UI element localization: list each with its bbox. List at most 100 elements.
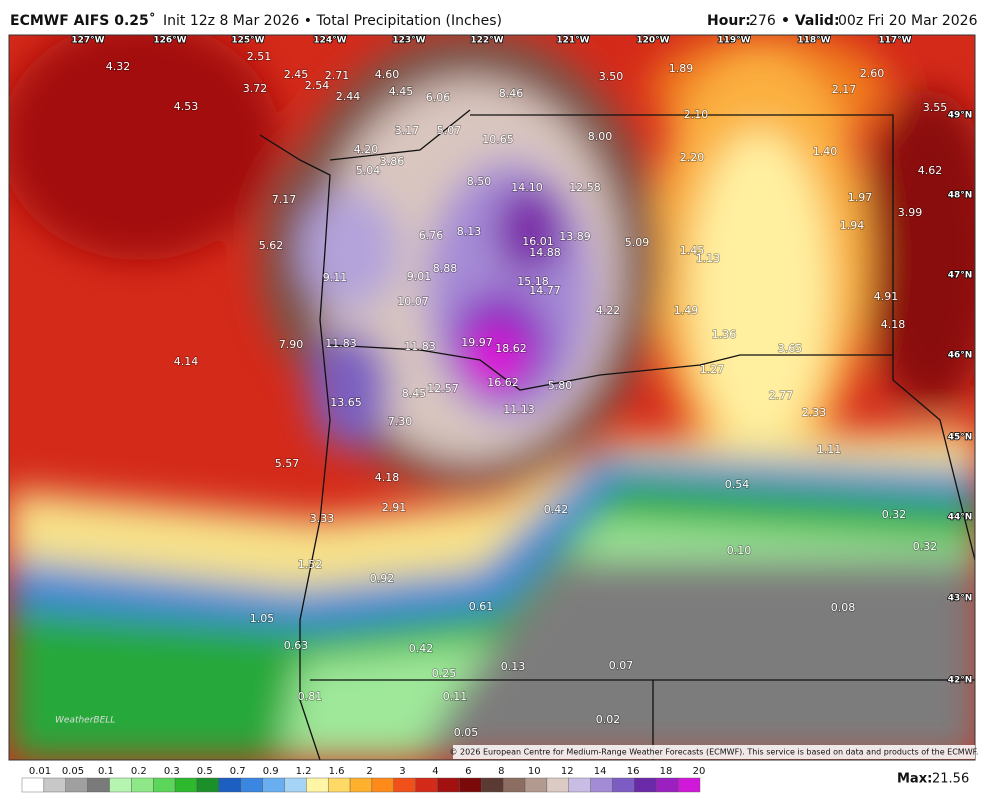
precip-value: 7.90	[279, 338, 304, 351]
precip-value: 10.65	[482, 133, 514, 146]
colorbar-swatch	[284, 777, 307, 793]
colorbar-swatch	[262, 777, 285, 793]
colorbar-swatch	[196, 777, 220, 793]
precip-value: 0.10	[727, 544, 752, 557]
precip-value: 1.49	[674, 304, 699, 317]
precip-value: 8.13	[457, 225, 482, 238]
longitude-label: 119°W	[717, 36, 750, 46]
precip-value: 8.00	[588, 130, 613, 143]
precip-value: 1.52	[298, 558, 323, 571]
precip-value: 0.42	[409, 642, 434, 655]
precip-value: 3.50	[599, 70, 624, 83]
colorbar-label: 0.3	[164, 766, 180, 777]
precip-value: 5.57	[275, 457, 300, 470]
precip-value: 13.89	[559, 230, 591, 243]
precip-value: 6.06	[426, 91, 451, 104]
precip-value: 3.86	[380, 155, 405, 168]
longitude-label: 127°W	[71, 36, 104, 46]
latitude-label: 43°N	[948, 594, 973, 604]
precip-value: 2.60	[860, 67, 885, 80]
longitude-label: 118°W	[797, 36, 830, 46]
precip-value: 3.17	[395, 124, 420, 137]
precip-value: 3.99	[898, 206, 923, 219]
longitude-label: 121°W	[556, 36, 589, 46]
precip-value: 1.05	[250, 612, 275, 625]
precip-value: 7.30	[388, 415, 413, 428]
longitude-label: 125°W	[231, 36, 264, 46]
colorbar-swatch	[459, 777, 482, 793]
subtitle: Init 12z 8 Mar 2026 • Total Precipitatio…	[163, 13, 502, 29]
precip-value: 3.33	[310, 512, 335, 525]
precip-value: 2.91	[382, 501, 407, 514]
precip-value: 4.53	[174, 100, 199, 113]
colorbar-label: 0.2	[131, 766, 147, 777]
precip-value: 1.40	[813, 145, 838, 158]
colorbar-swatch	[109, 777, 132, 793]
precip-value: 1.11	[817, 443, 842, 456]
colorbar-swatch	[546, 777, 569, 793]
colorbar-swatch	[87, 777, 110, 793]
colorbar-label: 20	[693, 766, 706, 777]
precip-value: 0.32	[882, 508, 907, 521]
colorbar-label: 8	[498, 766, 504, 777]
precip-value: 1.13	[696, 252, 721, 265]
precip-value: 1.89	[669, 62, 694, 75]
precip-value: 4.32	[106, 60, 131, 73]
precip-value: 0.02	[596, 713, 621, 726]
colorbar-label: 12	[561, 766, 574, 777]
colorbar-label: 6	[465, 766, 471, 777]
latitude-label: 47°N	[948, 271, 973, 281]
colorbar-swatch	[677, 777, 701, 793]
precip-value: 2.20	[680, 151, 705, 164]
precip-value: 8.88	[433, 262, 458, 275]
precip-value: 1.36	[712, 328, 737, 341]
latitude-label: 44°N	[948, 513, 973, 523]
map-frame	[8, 34, 976, 761]
precip-value: 2.10	[684, 108, 709, 121]
precip-value: 2.45	[284, 68, 309, 81]
colorbar-swatch	[21, 777, 45, 793]
colorbar-swatch	[524, 777, 548, 793]
precip-value: 5.04	[356, 164, 381, 177]
colorbar-swatch	[153, 777, 176, 793]
longitude-label: 123°W	[392, 36, 425, 46]
logo: WeatherBELL	[55, 716, 115, 726]
colorbar-swatch	[65, 777, 88, 793]
latitude-label: 45°N	[948, 433, 973, 443]
precip-value: 10.07	[397, 295, 429, 308]
valid-time: 00z Fri 20 Mar 2026	[838, 13, 978, 29]
precip-value: 0.63	[284, 639, 309, 652]
longitude-label: 117°W	[878, 36, 911, 46]
precip-value: 5.07	[437, 124, 462, 137]
longitude-label: 126°W	[153, 36, 186, 46]
colorbar-label: 14	[594, 766, 607, 777]
latitude-label: 42°N	[948, 676, 973, 686]
colorbar-swatch	[481, 777, 504, 793]
colorbar-swatch	[240, 777, 263, 793]
precip-value: 16.62	[487, 376, 519, 389]
precip-value: 2.77	[769, 389, 794, 402]
precip-value: 0.61	[469, 600, 494, 613]
colorbar-label: 0.5	[197, 766, 213, 777]
colorbar-swatch	[415, 777, 438, 793]
colorbar-swatch	[306, 777, 329, 793]
longitude-label: 124°W	[313, 36, 346, 46]
precip-value: 0.81	[298, 690, 323, 703]
precip-value: 0.05	[454, 726, 479, 739]
precip-value: 0.42	[544, 503, 569, 516]
copyright: © 2026 European Centre for Medium-Range …	[450, 748, 979, 757]
colorbar-swatch	[174, 777, 198, 793]
colorbar-swatch	[656, 777, 679, 793]
precip-value: 14.77	[529, 284, 561, 297]
precip-value: 4.22	[596, 304, 621, 317]
precip-value: 5.09	[625, 236, 650, 249]
precip-value: 2.33	[802, 406, 827, 419]
hour: 276	[749, 13, 776, 29]
precip-value: 0.54	[725, 478, 750, 491]
precip-value: 8.50	[467, 175, 492, 188]
colorbar-swatch	[568, 777, 591, 793]
precip-value: 2.44	[336, 90, 361, 103]
precip-value: 5.80	[548, 379, 573, 392]
colorbar-swatch	[634, 777, 657, 793]
